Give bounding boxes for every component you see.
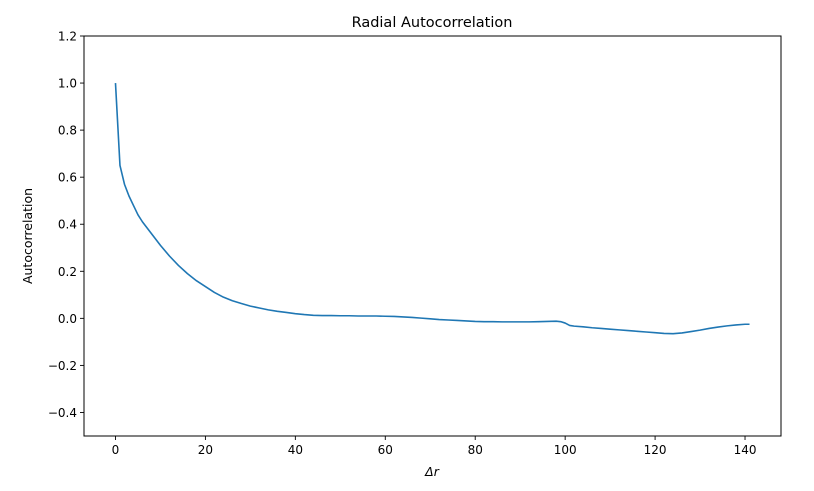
x-axis: 0 20 40 60 80 100 120 140 — [112, 436, 757, 457]
plot-area — [84, 36, 781, 436]
y-tick-label: 0.8 — [58, 124, 77, 138]
y-tick-label: 0.2 — [58, 265, 77, 279]
y-tick-label: 1.0 — [58, 77, 77, 91]
chart-title: Radial Autocorrelation — [352, 15, 513, 31]
x-tick-label: 20 — [198, 443, 213, 457]
y-axis-label: Autocorrelation — [20, 188, 35, 284]
y-tick-label: 0.0 — [58, 312, 77, 326]
x-axis-label: Δr — [424, 464, 440, 479]
y-tick-label: 0.6 — [58, 171, 77, 185]
x-tick-label: 60 — [378, 443, 393, 457]
y-tick-label: 1.2 — [58, 30, 77, 44]
x-tick-label: 0 — [112, 443, 120, 457]
autocorrelation-line — [114, 83, 750, 335]
y-tick-label: −0.4 — [48, 406, 77, 420]
plot-frame — [83, 35, 782, 437]
y-axis: −0.4 −0.2 0.0 0.2 0.4 0.6 0.8 1.0 1.2 — [48, 30, 84, 420]
y-tick-label: 0.4 — [58, 218, 77, 232]
x-tick-label: 120 — [644, 443, 667, 457]
y-tick-label: −0.2 — [48, 359, 77, 373]
x-tick-label: 100 — [554, 443, 577, 457]
x-tick-label: 80 — [468, 443, 483, 457]
x-tick-label: 40 — [288, 443, 303, 457]
x-tick-label: 140 — [734, 443, 757, 457]
